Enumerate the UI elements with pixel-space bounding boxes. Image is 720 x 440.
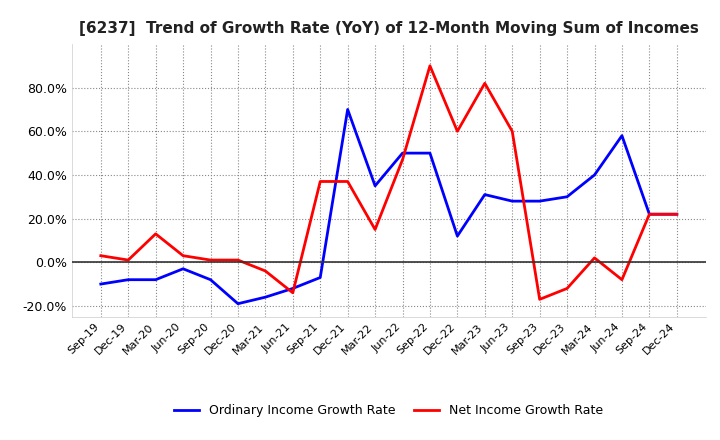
Net Income Growth Rate [536,297,544,302]
Ordinary Income Growth Rate [289,286,297,291]
Line: Ordinary Income Growth Rate: Ordinary Income Growth Rate [101,110,677,304]
Ordinary Income Growth Rate [426,150,434,156]
Net Income Growth Rate [618,277,626,282]
Net Income Growth Rate [261,268,270,274]
Ordinary Income Growth Rate [124,277,132,282]
Ordinary Income Growth Rate [179,266,187,271]
Net Income Growth Rate [590,255,599,260]
Net Income Growth Rate [426,63,434,69]
Ordinary Income Growth Rate [563,194,572,199]
Ordinary Income Growth Rate [343,107,352,112]
Ordinary Income Growth Rate [96,282,105,287]
Legend: Ordinary Income Growth Rate, Net Income Growth Rate: Ordinary Income Growth Rate, Net Income … [169,400,608,422]
Net Income Growth Rate [206,257,215,263]
Net Income Growth Rate [289,290,297,295]
Net Income Growth Rate [563,286,572,291]
Net Income Growth Rate [508,128,516,134]
Ordinary Income Growth Rate [508,198,516,204]
Net Income Growth Rate [645,212,654,217]
Net Income Growth Rate [371,227,379,232]
Net Income Growth Rate [151,231,160,237]
Net Income Growth Rate [398,157,407,162]
Ordinary Income Growth Rate [645,212,654,217]
Ordinary Income Growth Rate [316,275,325,280]
Ordinary Income Growth Rate [590,172,599,178]
Net Income Growth Rate [316,179,325,184]
Ordinary Income Growth Rate [618,133,626,138]
Ordinary Income Growth Rate [151,277,160,282]
Net Income Growth Rate [124,257,132,263]
Ordinary Income Growth Rate [398,150,407,156]
Ordinary Income Growth Rate [206,277,215,282]
Net Income Growth Rate [233,257,242,263]
Title: [6237]  Trend of Growth Rate (YoY) of 12-Month Moving Sum of Incomes: [6237] Trend of Growth Rate (YoY) of 12-… [79,21,698,36]
Ordinary Income Growth Rate [261,294,270,300]
Net Income Growth Rate [343,179,352,184]
Ordinary Income Growth Rate [480,192,489,197]
Net Income Growth Rate [179,253,187,258]
Line: Net Income Growth Rate: Net Income Growth Rate [101,66,677,299]
Ordinary Income Growth Rate [672,212,681,217]
Ordinary Income Growth Rate [371,183,379,188]
Ordinary Income Growth Rate [453,233,462,238]
Ordinary Income Growth Rate [536,198,544,204]
Net Income Growth Rate [672,212,681,217]
Net Income Growth Rate [96,253,105,258]
Net Income Growth Rate [453,128,462,134]
Net Income Growth Rate [480,81,489,86]
Ordinary Income Growth Rate [233,301,242,306]
